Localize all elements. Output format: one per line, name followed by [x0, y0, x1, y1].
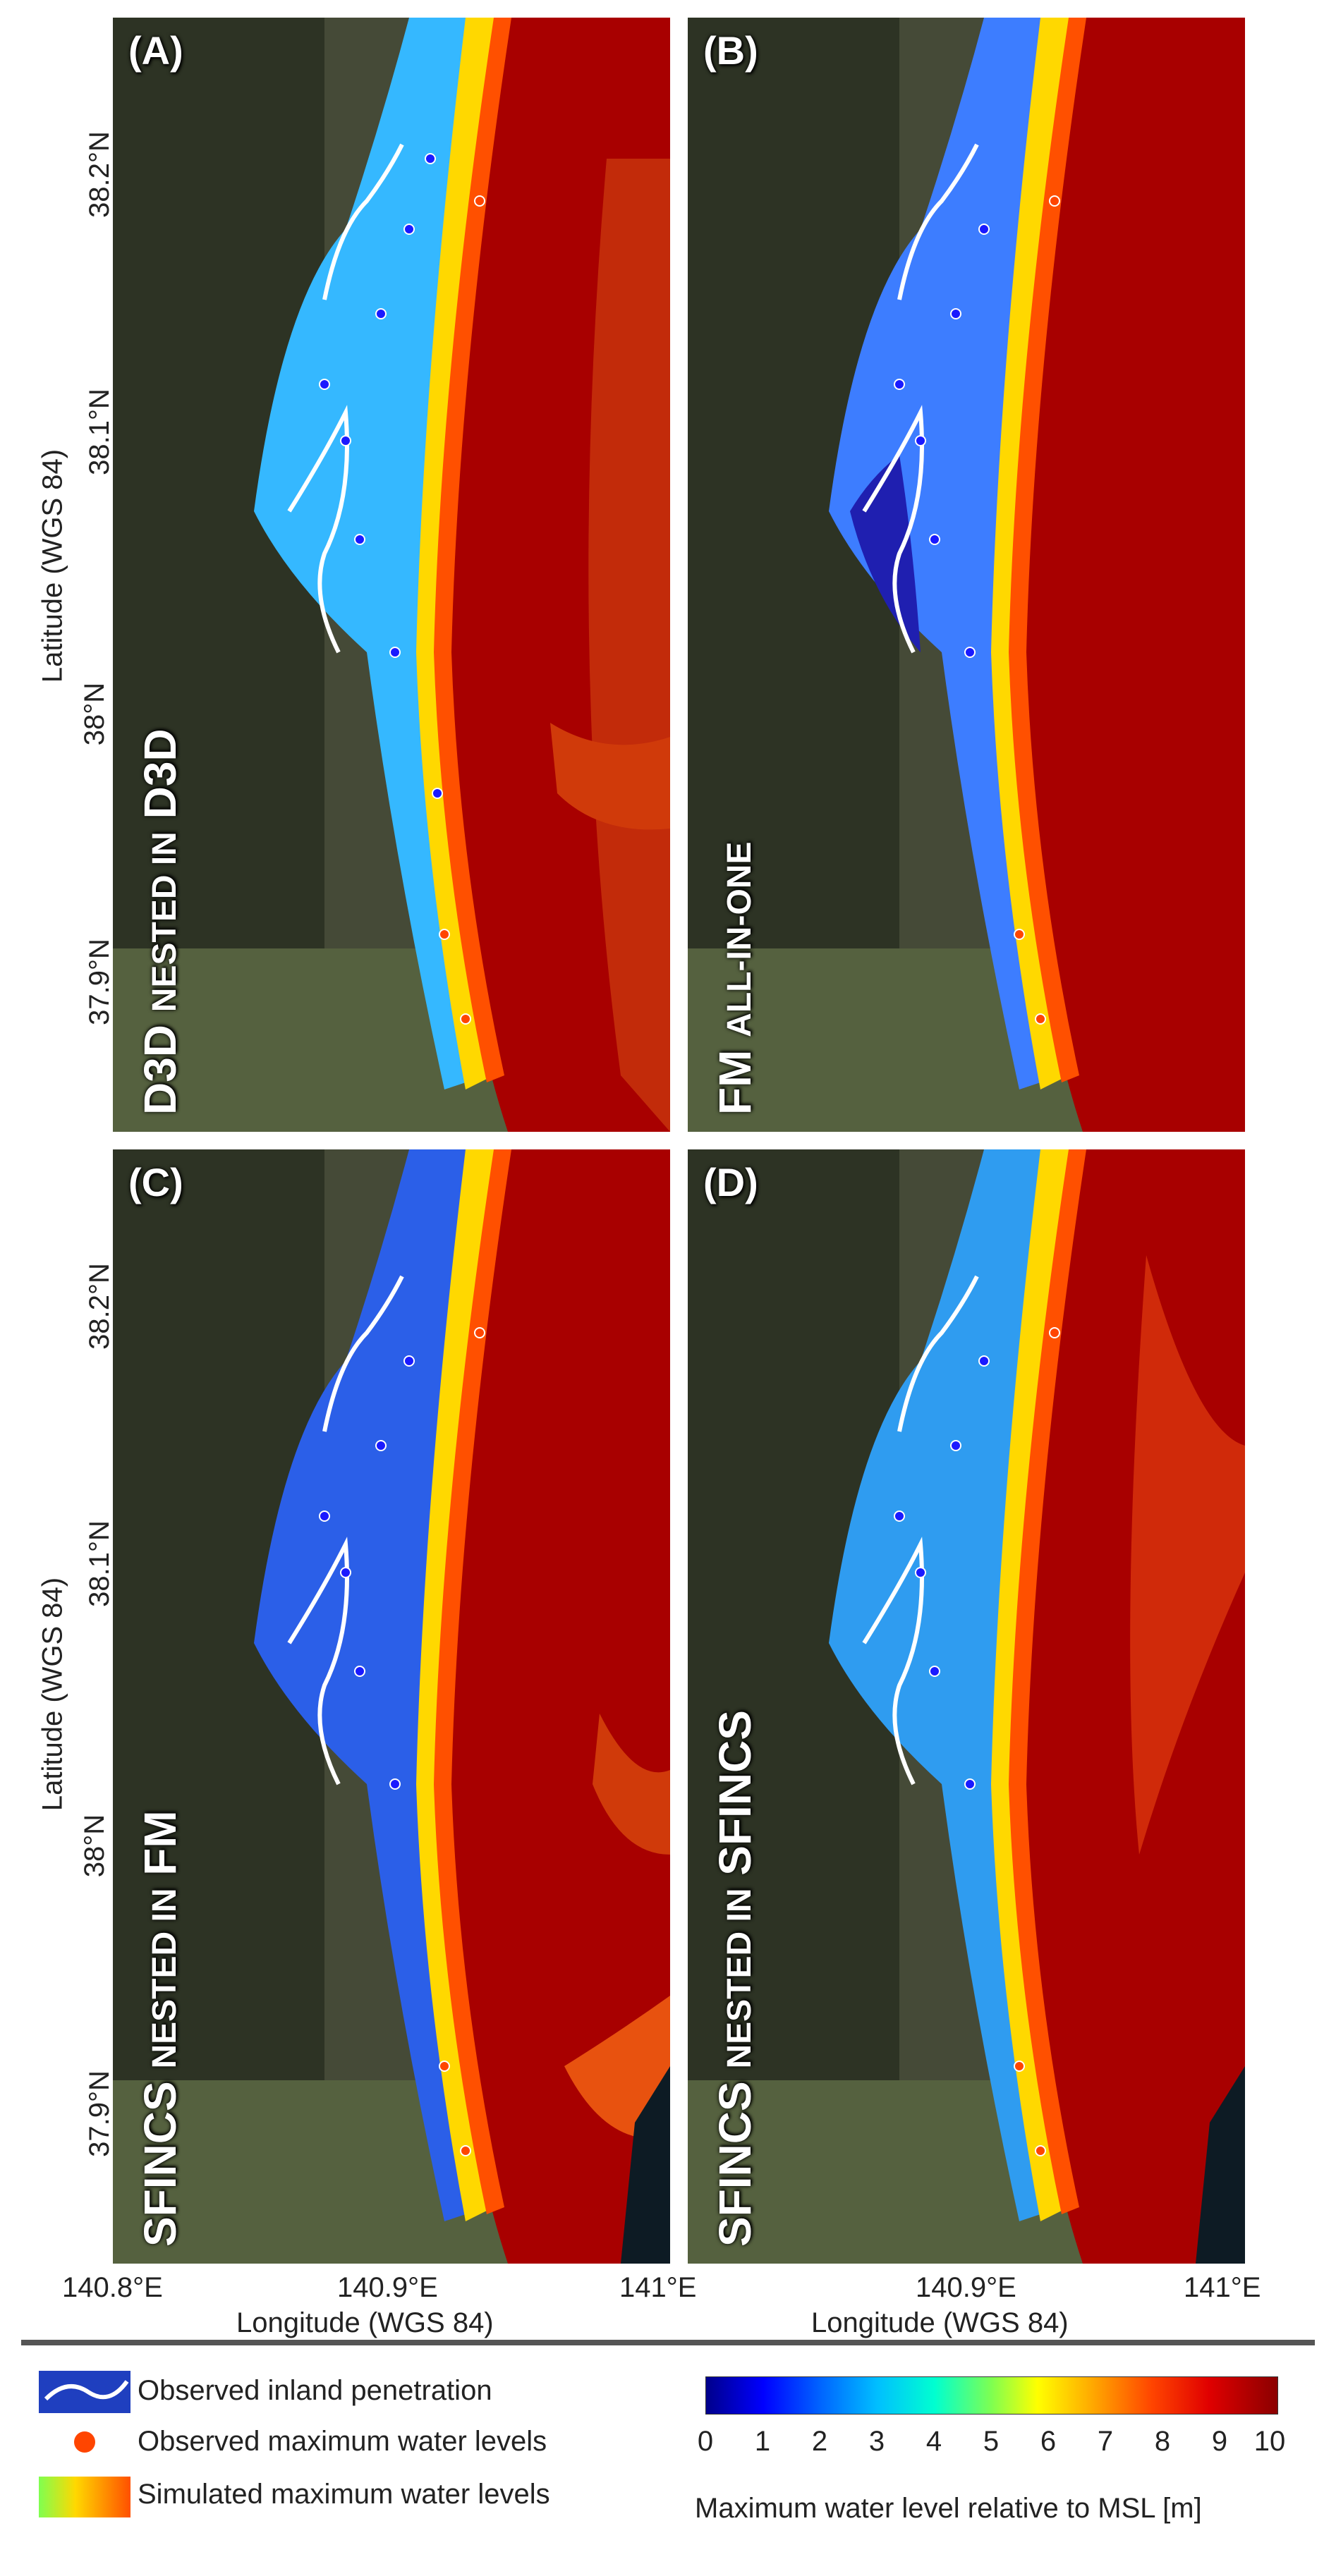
colorbar-title: Maximum water level relative to MSL [m] — [695, 2493, 1202, 2524]
y-tick-label: 37.9°N — [83, 2070, 115, 2157]
colorbar-tick: 2 — [811, 2426, 828, 2457]
map-panel-d: (D) SFINCS NESTED IN SFINCS — [688, 1149, 1245, 2264]
colorbar-tick: 10 — [1253, 2426, 1286, 2457]
map-image-d — [688, 1149, 1245, 2264]
colorbar-tick: 4 — [925, 2426, 942, 2457]
panel-label-a: (A) — [128, 28, 183, 73]
x-tick-label: 140.9°E — [337, 2272, 438, 2303]
colorbar-tick: 7 — [1097, 2426, 1114, 2457]
colorbar — [705, 2376, 1278, 2415]
model-label-b: FM ALL-IN-ONE — [710, 841, 760, 1115]
y-axis-title-bottom: Latitude (WGS 84) — [37, 1577, 68, 1812]
legend-observed-label: Observed maximum water levels — [138, 2426, 547, 2457]
y-axis-title-top: Latitude (WGS 84) — [37, 448, 68, 683]
colorbar-tick: 3 — [868, 2426, 885, 2457]
y-tick-label: 37.9°N — [83, 939, 115, 1025]
x-axis-title-left: Longitude (WGS 84) — [236, 2307, 494, 2338]
panel-label-b: (B) — [703, 28, 758, 73]
colorbar-tick: 6 — [1040, 2426, 1057, 2457]
y-tick-label: 38°N — [79, 1814, 111, 1878]
map-panel-b: (B) FM ALL-IN-ONE — [688, 18, 1245, 1132]
model-label-c: SFINCS NESTED IN FM — [135, 1810, 186, 2247]
legend-divider — [21, 2340, 1315, 2345]
map-image-b — [688, 18, 1245, 1132]
model-label-d: SFINCS NESTED IN SFINCS — [710, 1710, 760, 2247]
panel-label-c: (C) — [128, 1160, 183, 1204]
panel-label-d: (D) — [703, 1160, 758, 1204]
x-tick-label: 141°E — [1184, 2272, 1261, 2303]
map-image-a — [113, 18, 670, 1132]
colorbar-tick: 8 — [1154, 2426, 1171, 2457]
colorbar-tick: 9 — [1211, 2426, 1228, 2457]
colorbar-tick: 0 — [697, 2426, 714, 2457]
colorbar-tick: 1 — [754, 2426, 771, 2457]
map-panel-a: (A) D3D NESTED IN D3D — [113, 18, 670, 1132]
y-tick-label: 38°N — [79, 682, 111, 746]
colorbar-tick: 5 — [983, 2426, 1000, 2457]
map-panel-c: (C) SFINCS NESTED IN FM — [113, 1149, 670, 2264]
legend-inland-label: Observed inland penetration — [138, 2375, 492, 2406]
y-tick-label: 38.1°N — [83, 1520, 115, 1607]
inland-penetration-swatch — [39, 2371, 130, 2413]
y-tick-label: 38.1°N — [83, 389, 115, 475]
simulated-swatch — [39, 2477, 130, 2517]
y-tick-label: 38.2°N — [83, 1263, 115, 1350]
observed-dot-swatch — [74, 2431, 95, 2453]
x-axis-title-right: Longitude (WGS 84) — [811, 2307, 1069, 2338]
x-tick-label: 141°E — [619, 2272, 697, 2303]
legend-simulated-label: Simulated maximum water levels — [138, 2479, 550, 2510]
model-label-a: D3D NESTED IN D3D — [135, 728, 186, 1115]
x-tick-label: 140.9°E — [916, 2272, 1016, 2303]
map-image-c — [113, 1149, 670, 2264]
y-tick-label: 38.2°N — [83, 131, 115, 218]
x-tick-label: 140.8°E — [62, 2272, 163, 2303]
